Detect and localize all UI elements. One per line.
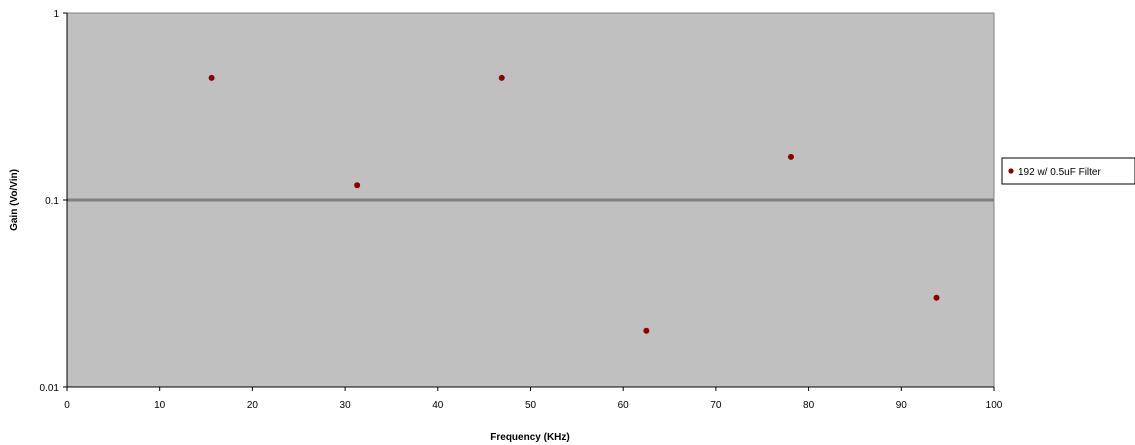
x-tick-label: 80	[803, 400, 815, 411]
legend-marker	[1008, 168, 1014, 174]
x-tick-label: 60	[618, 400, 630, 411]
y-tick-label: 1	[53, 9, 59, 20]
data-point	[498, 74, 505, 81]
data-point	[933, 294, 940, 301]
data-point	[354, 182, 361, 189]
data-points	[208, 74, 940, 334]
x-axis-ticks: 0 10 20 30 40 50 60 70 80 90 100	[64, 387, 1003, 411]
x-tick-label: 50	[525, 400, 537, 411]
x-tick-label: 70	[710, 400, 722, 411]
legend: 192 w/ 0.5uF Filter	[1001, 157, 1135, 185]
x-tick-label: 0	[64, 400, 70, 411]
data-point	[208, 74, 215, 81]
x-axis-title: Frequency (KHz)	[490, 432, 569, 443]
x-tick-label: 10	[154, 400, 166, 411]
data-point	[643, 327, 650, 334]
x-tick-label: 90	[896, 400, 908, 411]
x-tick-label: 30	[340, 400, 352, 411]
x-tick-label: 20	[247, 400, 259, 411]
y-axis-ticks: 0.01 0.1 1	[40, 9, 67, 394]
x-tick-label: 40	[432, 400, 444, 411]
legend-label: 192 w/ 0.5uF Filter	[1018, 167, 1101, 178]
data-point	[787, 153, 794, 160]
y-axis-title: Gain (Vo/Vin)	[9, 169, 20, 231]
legend-box	[1001, 157, 1135, 185]
x-tick-label: 100	[986, 400, 1003, 411]
y-tick-label: 0.01	[40, 383, 60, 394]
y-tick-label: 0.1	[45, 196, 59, 207]
